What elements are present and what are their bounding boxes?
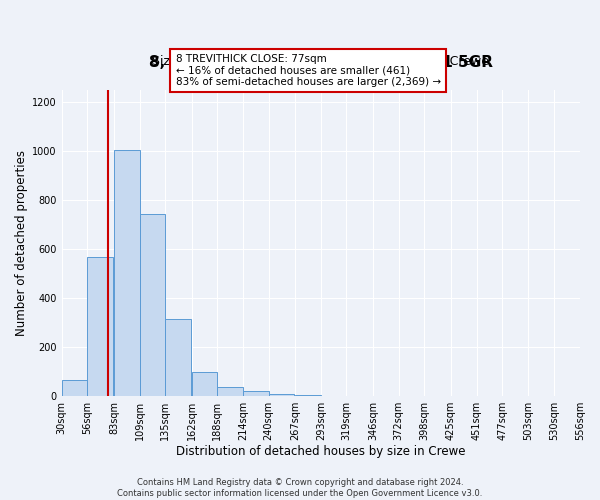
Bar xyxy=(140,214,165,396)
Bar xyxy=(62,380,87,396)
Bar xyxy=(295,395,321,396)
Bar xyxy=(217,387,243,396)
Bar xyxy=(87,256,113,396)
Bar xyxy=(192,372,217,396)
Title: Size of property relative to detached houses in Crewe: Size of property relative to detached ho… xyxy=(152,55,490,68)
Text: 8, TREVITHICK CLOSE, CREWE, CW1 5GR: 8, TREVITHICK CLOSE, CREWE, CW1 5GR xyxy=(149,55,493,70)
X-axis label: Distribution of detached houses by size in Crewe: Distribution of detached houses by size … xyxy=(176,444,466,458)
Bar xyxy=(114,150,140,396)
Bar xyxy=(165,319,191,396)
Y-axis label: Number of detached properties: Number of detached properties xyxy=(15,150,28,336)
Text: 8 TREVITHICK CLOSE: 77sqm
← 16% of detached houses are smaller (461)
83% of semi: 8 TREVITHICK CLOSE: 77sqm ← 16% of detac… xyxy=(176,54,441,87)
Bar xyxy=(269,394,294,396)
Bar xyxy=(243,390,269,396)
Text: Contains HM Land Registry data © Crown copyright and database right 2024.
Contai: Contains HM Land Registry data © Crown c… xyxy=(118,478,482,498)
